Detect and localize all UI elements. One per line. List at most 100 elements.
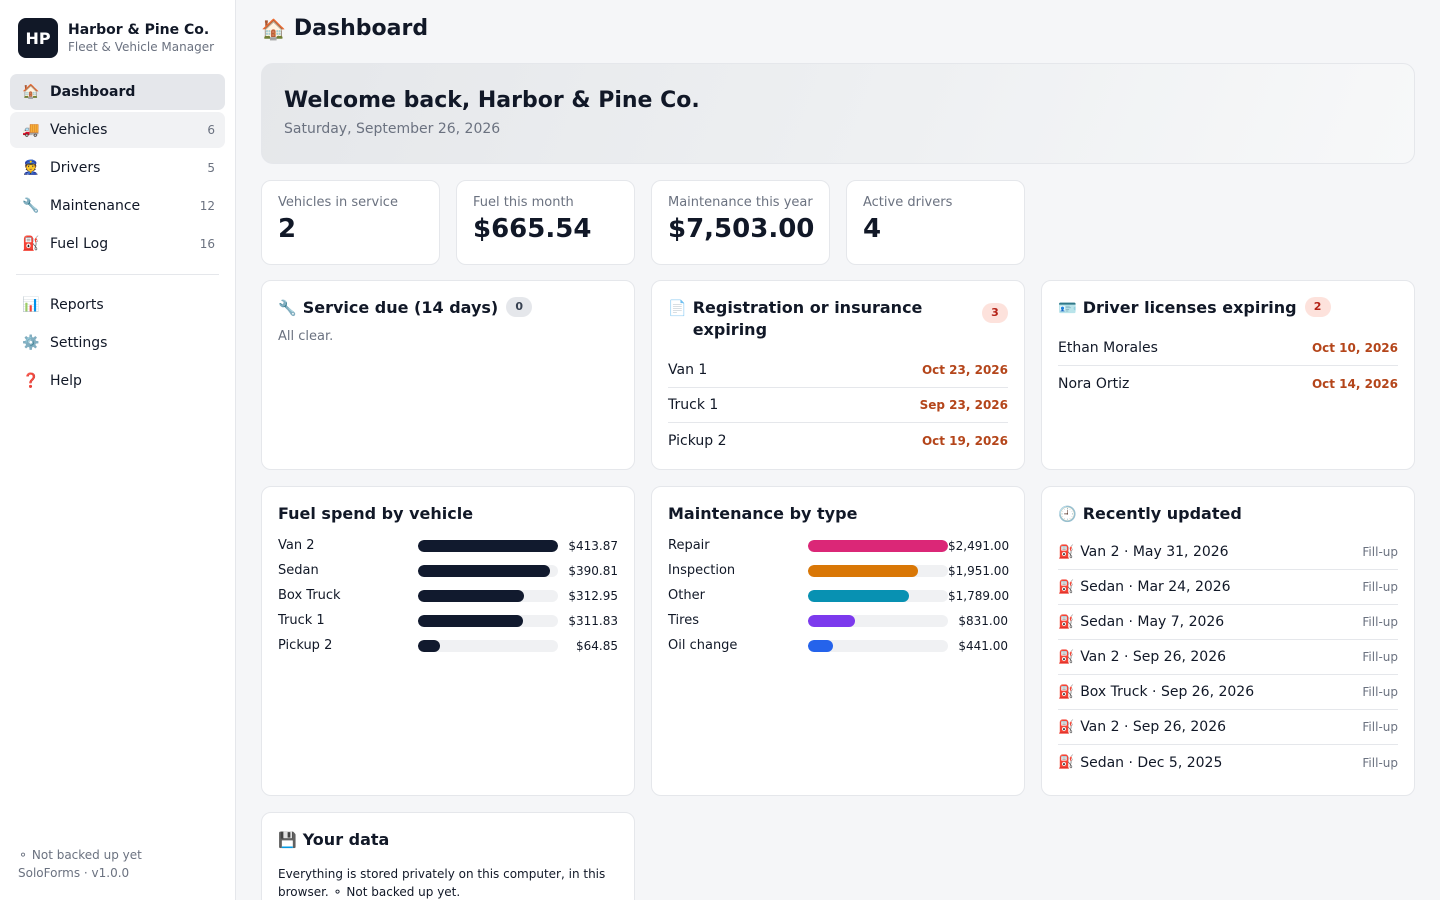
page-title-text: Dashboard <box>293 16 429 41</box>
vehicle-name: Truck 1 <box>668 397 719 413</box>
sidebar-item-dashboard[interactable]: 🏠 Dashboard <box>10 74 225 110</box>
stat-label: Active drivers <box>863 195 953 210</box>
bar-value: $64.85 <box>576 638 618 653</box>
app-version: SoloForms · v1.0.0 <box>18 866 130 880</box>
list-item[interactable]: ⛽ Van 2 · Sep 26, 2026 Fill-up <box>1058 640 1398 675</box>
id-card-icon: 🪪 <box>1058 299 1077 317</box>
fuel-pump-icon: ⛽ <box>1058 755 1075 770</box>
bar-value: $1,951.00 <box>948 563 1010 578</box>
fuel-spend-title: Fuel spend by vehicle <box>278 504 474 523</box>
bar-row: Other $1,789.00 <box>668 583 1009 608</box>
list-item[interactable]: ⛽ Sedan · Dec 5, 2025 Fill-up <box>1058 745 1398 780</box>
sidebar-item-reports[interactable]: 📊 Reports <box>10 287 225 323</box>
question-icon: ❓ <box>22 373 40 389</box>
sidebar-item-vehicles[interactable]: 🚚 Vehicles 6 <box>10 112 225 148</box>
stat-active-drivers: Active drivers 4 <box>846 180 1025 265</box>
expiry-date: Sep 23, 2026 <box>919 398 1008 412</box>
fuel-pump-icon: ⛽ <box>1058 579 1075 595</box>
driver-icon: 👮 <box>22 160 40 176</box>
sidebar-item-fuel-log[interactable]: ⛽ Fuel Log 16 <box>10 226 225 262</box>
bar-track <box>418 539 558 552</box>
recent-item-text: Van 2 · Sep 26, 2026 <box>1080 649 1227 665</box>
bar-track <box>808 589 948 602</box>
gear-icon: ⚙️ <box>22 335 40 351</box>
bar-track <box>808 614 948 627</box>
sidebar-item-label: Dashboard <box>50 84 136 100</box>
recent-item-label: ⛽ Van 2 · Sep 26, 2026 <box>1058 649 1226 665</box>
sidebar-nav: 🏠 Dashboard 🚚 Vehicles 6 👮 Drivers 5 🔧 Maintenanc… <box>10 74 225 401</box>
sidebar-item-settings[interactable]: ⚙️ Settings <box>10 325 225 361</box>
recent-item-text: Van 2 · Sep 26, 2026 <box>1080 719 1227 735</box>
recent-item-label: ⛽ Sedan · Mar 24, 2026 <box>1058 579 1231 595</box>
sidebar-item-label: Drivers <box>50 160 101 176</box>
brand[interactable]: HP Harbor & Pine Co. Fleet & Vehicle Man… <box>18 18 214 58</box>
list-item[interactable]: ⛽ Van 2 · May 31, 2026 Fill-up <box>1058 535 1398 570</box>
bar-row: Van 2 $413.87 <box>278 533 618 558</box>
list-item[interactable]: Van 1 Oct 23, 2026 <box>668 353 1008 388</box>
your-data-card: 💾 Your data Everything is stored private… <box>261 812 635 900</box>
recent-item-text: Van 2 · May 31, 2026 <box>1080 544 1229 560</box>
bar-chart-icon: 📊 <box>22 297 40 313</box>
bar-fill <box>418 614 524 627</box>
maintenance-type-title: Maintenance by type <box>668 504 858 523</box>
registration-count: 3 <box>982 303 1008 323</box>
service-due-title-text: Service due (14 days) <box>302 298 499 317</box>
sidebar-footer: ⚬ Not backed up yet SoloForms · v1.0.0 <box>18 846 142 882</box>
bar-row: Sedan $390.81 <box>278 558 618 583</box>
list-item[interactable]: Pickup 2 Oct 19, 2026 <box>668 423 1008 458</box>
expiry-date: Oct 14, 2026 <box>1311 376 1398 391</box>
sidebar-item-drivers[interactable]: 👮 Drivers 5 <box>10 150 225 186</box>
bar-label: Van 2 <box>278 538 315 553</box>
recent-item-label: ⛽ Sedan · May 7, 2026 <box>1058 614 1224 630</box>
recent-item-text: Sedan · May 7, 2026 <box>1080 614 1225 630</box>
list-item[interactable]: Truck 1 Sep 23, 2026 <box>668 388 1008 423</box>
fuel-spend-card: Fuel spend by vehicle Van 2 $413.87 Sedan $… <box>261 486 635 796</box>
vehicle-name: Van 1 <box>668 362 708 378</box>
stat-value: 2 <box>278 214 297 244</box>
bar-fill <box>808 639 833 652</box>
recent-item-text: Sedan · Mar 24, 2026 <box>1080 579 1231 595</box>
bar-track <box>418 589 558 602</box>
list-item[interactable]: Ethan Morales Oct 10, 2026 <box>1058 331 1398 366</box>
stat-label: Fuel this month <box>473 195 574 210</box>
bar-value: $413.87 <box>568 538 618 553</box>
list-item[interactable]: ⛽ Sedan · May 7, 2026 Fill-up <box>1058 605 1398 640</box>
recent-item-type: Fill-up <box>1362 650 1398 664</box>
list-item[interactable]: ⛽ Box Truck · Sep 26, 2026 Fill-up <box>1058 675 1398 710</box>
sidebar-item-maintenance[interactable]: 🔧 Maintenance 12 <box>10 188 225 224</box>
bar-label: Pickup 2 <box>278 638 333 653</box>
recent-item-type: Fill-up <box>1362 545 1398 559</box>
fuel-pump-icon: ⛽ <box>1058 614 1075 630</box>
bar-value: $312.95 <box>568 588 618 603</box>
bar-track <box>808 539 948 552</box>
recent-item-label: ⛽ Box Truck · Sep 26, 2026 <box>1058 684 1254 700</box>
service-due-count: 0 <box>506 297 533 317</box>
expiry-date: Oct 10, 2026 <box>1311 341 1398 355</box>
stat-value: $7,503.00 <box>668 214 815 244</box>
brand-subtitle: Fleet & Vehicle Manager <box>68 40 215 54</box>
bar-row: Repair $2,491.00 <box>668 533 1009 558</box>
recent-card: 🕘 Recently updated ⛽ Van 2 · May 31, 2026… <box>1041 486 1415 796</box>
sidebar-item-label: Maintenance <box>50 198 141 214</box>
bar-value: $311.83 <box>568 613 618 628</box>
sidebar: HP Harbor & Pine Co. Fleet & Vehicle Man… <box>0 0 236 900</box>
stat-vehicles-in-service: Vehicles in service 2 <box>261 180 440 265</box>
bar-label: Sedan <box>278 563 319 578</box>
sidebar-item-label: Settings <box>50 335 108 351</box>
bar-track <box>418 614 558 627</box>
list-item[interactable]: Nora Ortiz Oct 14, 2026 <box>1058 366 1398 401</box>
bar-row: Pickup 2 $64.85 <box>278 633 618 658</box>
bar-row: Truck 1 $311.83 <box>278 608 618 633</box>
list-item[interactable]: ⛽ Sedan · Mar 24, 2026 Fill-up <box>1058 570 1398 605</box>
recent-item-type: Fill-up <box>1362 720 1398 734</box>
stat-label: Maintenance this year <box>668 195 813 210</box>
list-item[interactable]: ⛽ Van 2 · Sep 26, 2026 Fill-up <box>1058 710 1398 745</box>
licenses-count: 2 <box>1304 297 1331 317</box>
bar-fill <box>808 614 855 627</box>
bar-row: Tires $831.00 <box>668 608 1008 633</box>
your-data-title-text: Your data <box>302 830 390 849</box>
sidebar-item-help[interactable]: ❓ Help <box>10 363 225 399</box>
sidebar-item-count: 6 <box>207 123 215 137</box>
house-icon: 🏠 <box>22 84 40 100</box>
bar-row: Inspection $1,951.00 <box>668 558 1010 583</box>
